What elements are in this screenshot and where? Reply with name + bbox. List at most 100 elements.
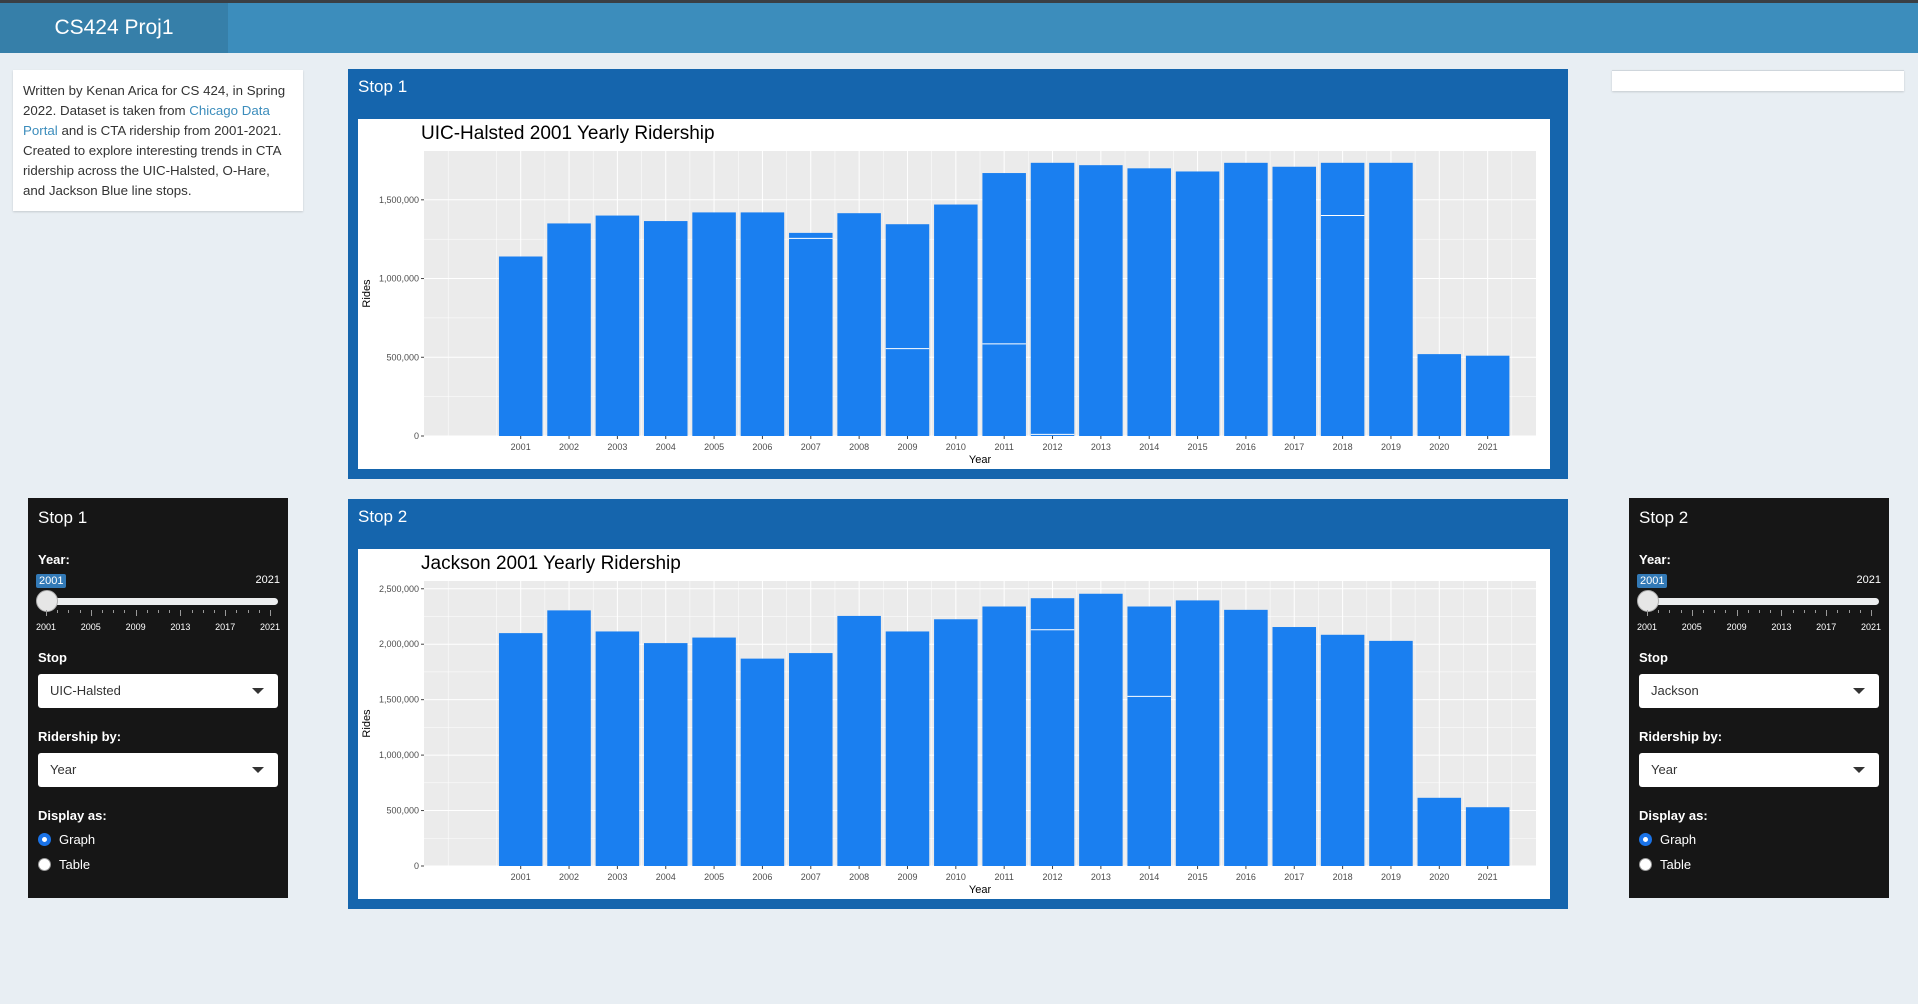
ridership-select[interactable]: Year [38,753,278,787]
x-tick-label: 2015 [1188,442,1208,452]
year-slider-track[interactable] [1645,598,1879,605]
bar [1369,162,1413,436]
stop1-panel-title: Stop 1 [358,77,408,96]
navbar: CS424 Proj1 [0,3,1918,53]
stop2-plot: 0 500,000 1,000,000 1,500,000 2,000,000 2,500… [358,549,1550,899]
stop2-controls-title: Stop 2 [1639,508,1689,527]
slider-tick-label: 2017 [215,622,236,632]
radio-graph-label: Graph [1660,832,1697,847]
radio-table-label: Table [1660,857,1692,872]
radio-graph-label: Graph [59,832,96,847]
year-label: Year: [1639,552,1671,567]
slider-tick [180,610,182,616]
display-label: Display as: [1639,808,1708,823]
y-tick-label: 500,000 [386,352,419,362]
bar [1320,162,1365,436]
ridership-select-value: Year [50,762,77,777]
slider-tick [1703,610,1704,613]
x-tick-label: 2010 [946,442,966,452]
x-tick-label: 2017 [1284,442,1304,452]
radio-unselected-icon[interactable] [1639,858,1652,871]
year-slider-handle[interactable] [36,590,58,612]
ridership-select[interactable]: Year [1639,753,1879,787]
display-label: Display as: [38,808,107,823]
bar [1417,797,1462,866]
slider-tick [1815,610,1816,613]
year-slider-max: 2021 [1856,574,1881,586]
slider-tick [1859,610,1861,613]
slider-tick [258,610,260,613]
slider-tick [124,610,126,613]
slider-tick [46,610,47,616]
x-tick-label: 2019 [1381,442,1401,452]
bar [692,212,736,436]
stop1-chart: 0 500,000 1,000,000 1,500,000 2001 2002 2003 20… [361,123,1536,466]
year-slider-handle[interactable] [1637,590,1659,612]
display-radio-graph[interactable]: Graph [1639,832,1696,847]
slider-tick [1792,610,1794,613]
stop-select[interactable]: Jackson [1639,674,1879,708]
year-slider-max: 2021 [255,574,280,586]
stop-select[interactable]: UIC-Halsted [38,674,278,708]
slider-tick [68,610,70,613]
stop2-panel-title: Stop 2 [358,507,408,526]
bar [1030,162,1075,436]
slider-tick [1736,610,1738,616]
display-radio-graph[interactable]: Graph [38,832,95,847]
radio-selected-icon[interactable] [1639,833,1652,846]
slider-tick [1669,610,1671,613]
app-title[interactable]: CS424 Proj1 [0,3,228,53]
x-tick-label: 2001 [511,442,531,452]
x-tick-label: 2011 [994,442,1013,452]
x-tick-label: 2015 [1188,872,1208,882]
year-slider[interactable]: 2001 2021 2001 2005 2009 2013 2017 2021 [1637,574,1881,634]
x-axis-label: Year [969,454,992,466]
slider-tick-label: 2001 [1636,622,1658,632]
y-tick-label: 1,000,000 [379,750,419,760]
y-axis-label: Rides [361,709,373,738]
stop-label: Stop [1639,650,1668,665]
x-tick-label: 2021 [1478,442,1498,452]
slider-tick-label: 2009 [125,622,146,632]
slider-tick [1826,610,1828,616]
slider-tick [202,610,204,613]
slider-tick [1691,610,1693,616]
stop1-controls: Stop 1 Year: 2001 2021 2001 2005 2009 2013 2… [28,498,288,898]
slider-tick-label: 2001 [35,622,57,632]
bar [885,224,930,436]
radio-selected-icon[interactable] [38,833,51,846]
bar [982,173,1026,436]
slider-tick [1770,610,1772,613]
ridership-label: Ridership by: [38,729,122,744]
x-tick-label: 2016 [1236,442,1256,452]
year-slider-ticks: 2001 2005 2009 2013 2017 2021 [1637,610,1881,634]
slider-tick [1871,610,1872,616]
bar [595,215,640,436]
bar [643,643,688,866]
x-tick-label: 2009 [897,442,917,452]
stop-select-value: UIC-Halsted [50,683,121,698]
x-tick-label: 2013 [1091,442,1111,452]
x-tick-label: 2014 [1139,442,1159,452]
x-axis-label: Year [969,884,992,896]
display-radio-table[interactable]: Table [1639,857,1691,872]
bar [1224,609,1268,866]
x-tick-label: 2008 [849,442,869,452]
info-text-start: Written by Kenan Arica for CS 424, in Sp… [23,83,286,118]
slider-tick [236,610,238,613]
display-radio-table[interactable]: Table [38,857,90,872]
year-slider[interactable]: 2001 2021 2001 2005 2009 2013 2017 2021 [36,574,280,634]
caret-down-icon [1853,688,1865,694]
y-tick-label: 0 [414,861,419,871]
bar [1465,807,1510,866]
bar [1369,640,1413,866]
bar [1030,598,1075,866]
bar [1417,354,1462,436]
radio-unselected-icon[interactable] [38,858,51,871]
year-slider-track[interactable] [44,598,278,605]
x-tick-label: 2005 [704,442,724,452]
chicago-data-portal-link[interactable]: Chicago Data Portal [23,103,270,138]
bar [837,213,881,436]
top-border [0,0,1918,3]
year-slider-value: 2001 [1637,574,1668,588]
